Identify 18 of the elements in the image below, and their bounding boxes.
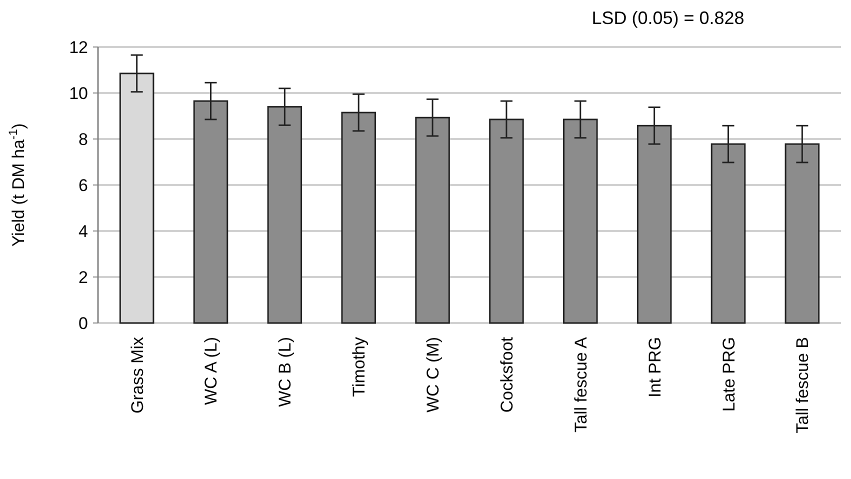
y-tick-label: 12 bbox=[69, 38, 88, 57]
y-tick-label: 10 bbox=[69, 84, 88, 103]
x-tick-label: WC A (L) bbox=[202, 337, 221, 406]
text: LSD (0.05) = 0.828 bbox=[592, 8, 744, 28]
y-tick-label: 8 bbox=[78, 130, 88, 149]
x-tick-label: Int PRG bbox=[645, 337, 664, 398]
y-tick-label: 2 bbox=[78, 268, 88, 287]
x-tick-label: Tall fescue B bbox=[793, 337, 812, 434]
y-tick-label: 0 bbox=[78, 314, 88, 333]
y-tick-label: 4 bbox=[78, 222, 88, 241]
x-tick-label: WC B (L) bbox=[276, 337, 295, 407]
x-tick-label: Timothy bbox=[350, 336, 369, 397]
x-tick-label: Late PRG bbox=[719, 337, 738, 412]
x-tick-label: Cocksfoot bbox=[497, 336, 516, 413]
y-tick-label: 6 bbox=[78, 176, 88, 195]
x-tick-label: WC C (M) bbox=[424, 337, 443, 413]
x-tick-label: Grass Mix bbox=[128, 336, 147, 414]
x-tick-label: Tall fescue A bbox=[571, 336, 590, 432]
